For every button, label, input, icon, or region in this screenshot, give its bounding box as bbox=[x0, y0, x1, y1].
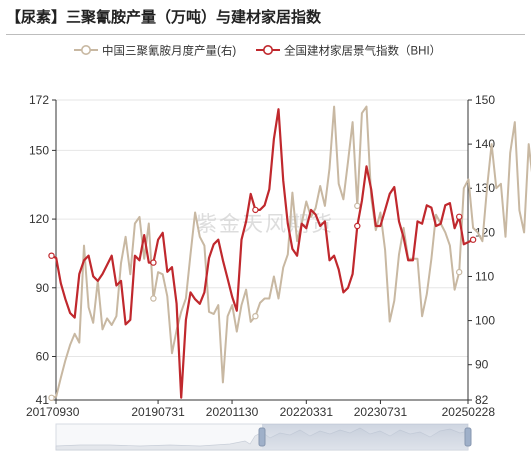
slider-handle-left[interactable] bbox=[258, 427, 266, 447]
series-line bbox=[51, 108, 474, 399]
slider-selected-range[interactable] bbox=[262, 424, 468, 450]
y-right-tick-label: 130 bbox=[475, 181, 495, 195]
data-point bbox=[252, 313, 259, 320]
legend-item-output[interactable]: 中国三聚氰胺月度产量(右) bbox=[74, 44, 236, 58]
y-left-tick-label: 150 bbox=[29, 143, 49, 157]
y-right-tick-label: 110 bbox=[475, 269, 494, 283]
y-left-tick-label: 120 bbox=[29, 212, 49, 226]
data-point bbox=[354, 202, 361, 210]
legend-label-bhi: 全国建材家居景气指数（BHI） bbox=[284, 44, 441, 58]
data-point bbox=[48, 394, 55, 401]
axes: 4160901201501728290100110120130140150201… bbox=[26, 93, 495, 419]
y-left-tick-label: 41 bbox=[36, 393, 50, 407]
data-point bbox=[150, 295, 157, 302]
y-right-tick-label: 150 bbox=[475, 93, 495, 107]
data-point bbox=[354, 222, 361, 230]
legend: 中国三聚氰胺月度产量(右) 全国建材家居景气指数（BHI） bbox=[74, 44, 441, 58]
y-left-tick-label: 90 bbox=[36, 281, 50, 295]
data-point bbox=[252, 206, 259, 214]
data-point bbox=[469, 236, 477, 243]
title-divider bbox=[6, 34, 525, 35]
series-line bbox=[51, 105, 531, 399]
series-output-line bbox=[48, 105, 531, 401]
y-right-tick-label: 100 bbox=[475, 314, 495, 328]
data-point bbox=[150, 259, 157, 266]
y-left-tick-label: 60 bbox=[36, 349, 50, 363]
series-bhi-line bbox=[48, 108, 477, 399]
x-tick-label: 20220331 bbox=[280, 405, 334, 419]
y-right-tick-label: 90 bbox=[475, 358, 489, 372]
data-point bbox=[48, 252, 55, 259]
x-tick-label: 20250228 bbox=[442, 405, 496, 419]
legend-label-output: 中国三聚氰胺月度产量(右) bbox=[102, 44, 236, 58]
x-tick-label: 20190731 bbox=[131, 405, 185, 419]
data-zoom-slider[interactable] bbox=[55, 423, 472, 451]
chart-title: 【尿素】三聚氰胺产量（万吨）与建材家居指数 bbox=[6, 8, 322, 26]
y-left-tick-label: 172 bbox=[29, 93, 49, 107]
data-point bbox=[456, 213, 463, 220]
data-point bbox=[456, 268, 463, 276]
watermark: 紫金天风期货 bbox=[196, 213, 334, 236]
slider-handle-right[interactable] bbox=[464, 427, 472, 447]
y-right-tick-label: 82 bbox=[475, 393, 489, 407]
x-tick-label: 20230731 bbox=[354, 405, 408, 419]
x-tick-label: 20170930 bbox=[26, 405, 80, 419]
legend-item-bhi[interactable]: 全国建材家居景气指数（BHI） bbox=[256, 44, 441, 58]
x-tick-label: 20201130 bbox=[206, 405, 259, 419]
